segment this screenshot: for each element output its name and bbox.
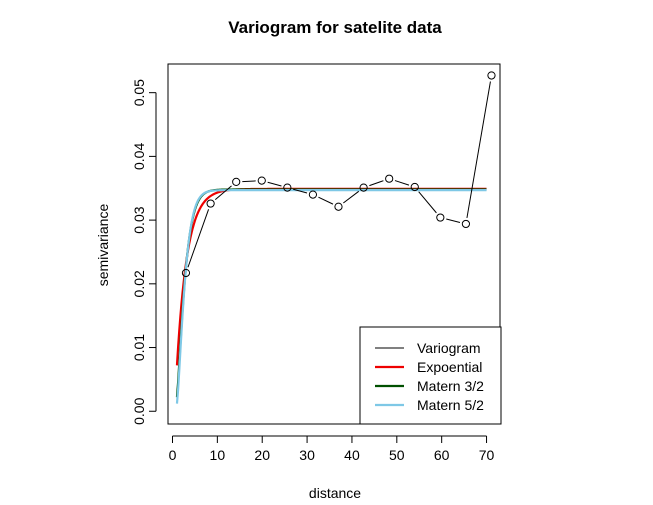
x-tick-label: 50	[389, 447, 405, 463]
variogram-point	[181, 268, 191, 278]
x-tick-label: 40	[344, 447, 360, 463]
variogram-point	[359, 183, 368, 192]
x-tick-label: 60	[434, 447, 450, 463]
variogram-point	[487, 71, 496, 80]
variogram-segment	[267, 181, 282, 187]
variogram-segment	[242, 180, 256, 183]
variogram-segment	[214, 185, 232, 200]
legend-label-matern-3-2: Matern 3/2	[417, 378, 484, 394]
y-tick-label: 0.03	[131, 206, 147, 233]
x-tick-label: 30	[299, 447, 315, 463]
x-tick-label: 20	[254, 447, 270, 463]
variogram-point	[410, 182, 419, 192]
legend-label-matern-5-2: Matern 5/2	[417, 397, 484, 413]
variogram-segment	[187, 209, 210, 268]
x-axis-label: distance	[309, 485, 361, 501]
y-tick-label: 0.02	[131, 270, 147, 297]
legend-label-variogram: Variogram	[417, 340, 481, 356]
variogram-segment	[318, 196, 334, 205]
legend-label-expoential: Expoential	[417, 359, 482, 375]
plot-frame	[167, 63, 501, 425]
variogram-point	[334, 202, 343, 211]
variogram-segment	[394, 180, 410, 186]
variogram-segment	[418, 191, 437, 214]
variogram-point	[206, 199, 215, 208]
variogram-segment	[446, 218, 461, 223]
x-tick-label: 10	[210, 447, 226, 463]
y-tick-label: 0.00	[131, 397, 147, 424]
variogram-segment	[466, 81, 491, 219]
y-tick-label: 0.05	[131, 79, 147, 106]
y-tick-label: 0.04	[131, 143, 147, 170]
variogram-segment	[369, 180, 384, 187]
variogram-segment	[343, 190, 360, 204]
y-axis: 0.00 0.01 0.02 0.03 0.04 0.05	[131, 79, 157, 425]
variogram-point	[232, 177, 241, 186]
chart-title: Variogram for satelite data	[228, 18, 442, 37]
variogram-segment	[293, 188, 308, 194]
model-curve-matern-5-2	[175, 189, 487, 404]
variogram-point	[436, 213, 445, 222]
variogram-point	[385, 174, 394, 183]
variogram-point	[257, 176, 266, 185]
legend-box	[359, 326, 502, 425]
x-axis: 0 10 20 30 40 50 60 70	[169, 435, 495, 463]
y-tick-label: 0.01	[131, 334, 147, 361]
x-tick-label: 0	[169, 447, 177, 463]
variogram-point	[461, 219, 471, 229]
y-axis-label: semivariance	[95, 204, 111, 287]
x-tick-label: 70	[479, 447, 495, 463]
variogram-series	[181, 71, 496, 278]
model-curves	[175, 187, 487, 404]
variogram-point	[308, 190, 318, 199]
variogram-point	[283, 183, 292, 192]
legend: Variogram Expoential Matern 3/2 Matern 5…	[359, 326, 502, 425]
